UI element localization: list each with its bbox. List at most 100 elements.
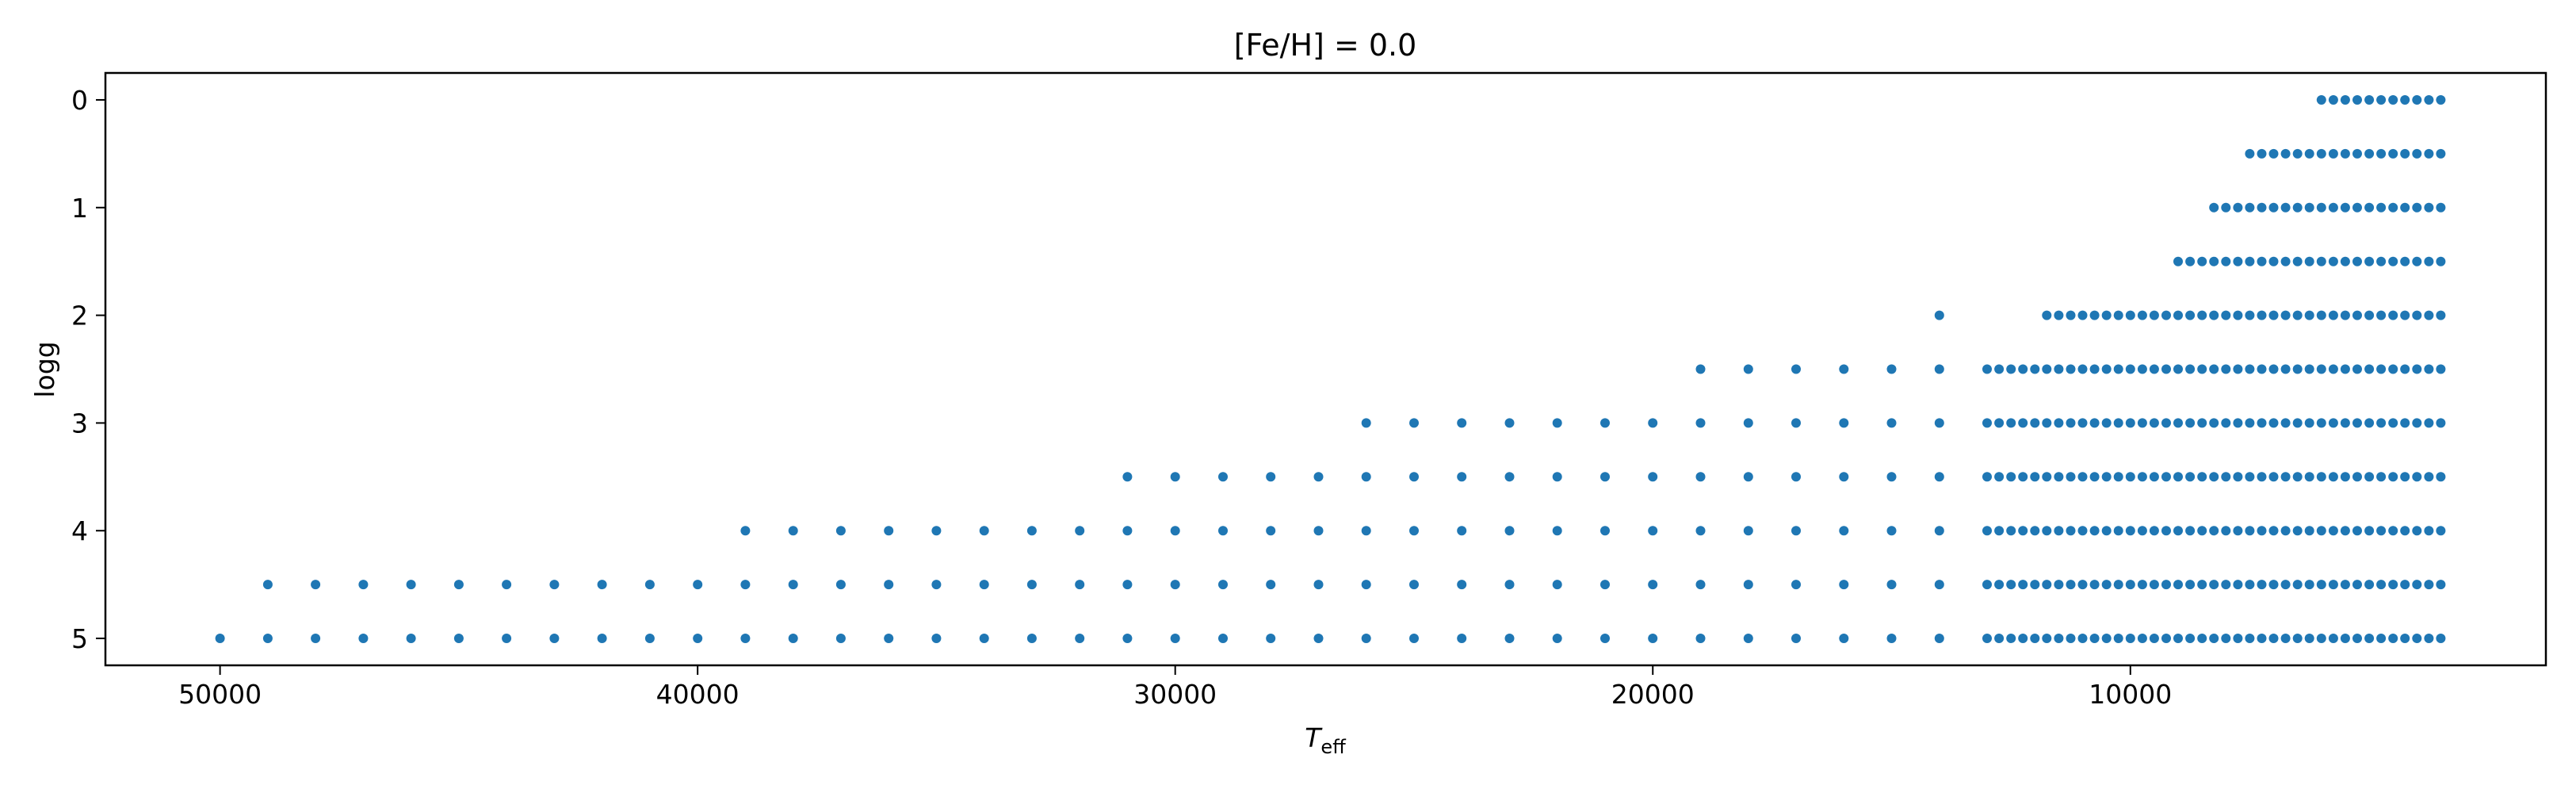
data-point [2412, 472, 2422, 482]
data-point [2388, 526, 2398, 536]
data-point [2376, 580, 2387, 590]
data-point [2149, 526, 2159, 536]
data-point [2101, 634, 2112, 643]
data-point [2113, 310, 2123, 320]
data-point [2054, 580, 2064, 590]
data-point [2280, 418, 2291, 428]
data-point [1504, 472, 1515, 482]
y-tick-label: 5 [71, 623, 88, 654]
data-point [1934, 472, 1944, 482]
data-point [549, 634, 560, 643]
data-point [1600, 526, 1610, 536]
data-point [2245, 580, 2255, 590]
data-point [1122, 526, 1133, 536]
data-point [2137, 418, 2147, 428]
data-point [1218, 634, 1228, 643]
data-point [2137, 364, 2147, 374]
data-point [1266, 580, 1276, 590]
y-tick-label: 2 [71, 301, 88, 331]
data-point [2042, 310, 2052, 320]
data-point [1504, 580, 1515, 590]
data-point [2388, 634, 2398, 643]
data-point [2113, 526, 2123, 536]
data-point [2340, 526, 2350, 536]
data-point [2280, 310, 2291, 320]
data-point [2149, 634, 2159, 643]
data-point [2316, 418, 2326, 428]
data-point [2197, 364, 2207, 374]
plot-frame [104, 71, 2547, 667]
data-point [2376, 364, 2387, 374]
data-point [2173, 526, 2183, 536]
data-point [2006, 472, 2016, 482]
data-point [2352, 148, 2362, 159]
data-point [2340, 472, 2350, 482]
data-point [2257, 472, 2267, 482]
data-point [1743, 364, 1753, 374]
data-point [2412, 256, 2422, 266]
data-point [2412, 364, 2422, 374]
data-point [2125, 418, 2135, 428]
data-point [549, 580, 560, 590]
data-point [2245, 202, 2255, 213]
data-point [2364, 634, 2375, 643]
data-point [2233, 472, 2243, 482]
data-point [2125, 580, 2135, 590]
data-point [2436, 202, 2446, 213]
data-point [2340, 148, 2350, 159]
data-point [2340, 256, 2350, 266]
data-point [2388, 418, 2398, 428]
data-point [1994, 580, 2005, 590]
data-point [1361, 472, 1371, 482]
data-point [406, 580, 416, 590]
x-axis-label: Teff [1305, 722, 1346, 758]
data-point [2328, 634, 2338, 643]
data-point [2221, 202, 2231, 213]
data-point [2352, 418, 2362, 428]
data-point [2197, 256, 2207, 266]
data-point [2018, 580, 2028, 590]
data-point [2221, 580, 2231, 590]
data-point [2030, 580, 2040, 590]
data-point [1266, 526, 1276, 536]
data-point [2268, 526, 2279, 536]
data-point [2077, 472, 2088, 482]
data-point [2077, 634, 2088, 643]
data-point [2006, 580, 2016, 590]
data-point [2173, 256, 2183, 266]
data-point [2185, 634, 2196, 643]
data-point [1600, 580, 1610, 590]
data-point [2376, 418, 2387, 428]
data-point [2328, 95, 2338, 105]
data-point [1122, 580, 1133, 590]
data-point [2173, 418, 2183, 428]
data-point [2030, 634, 2040, 643]
data-point [2006, 634, 2016, 643]
data-point [1994, 472, 2005, 482]
data-point [2400, 95, 2410, 105]
data-point [2257, 148, 2267, 159]
data-point [1361, 418, 1371, 428]
data-point [2018, 472, 2028, 482]
data-point [2328, 526, 2338, 536]
data-point [2352, 580, 2362, 590]
data-point [1075, 580, 1085, 590]
x-axis-label-subscript: eff [1320, 736, 1346, 758]
data-point [2280, 634, 2291, 643]
data-point [2292, 310, 2303, 320]
data-points [215, 95, 2446, 643]
data-point [2161, 634, 2171, 643]
data-point [311, 580, 321, 590]
data-point [2006, 526, 2016, 536]
data-point [1886, 364, 1897, 374]
data-point [2173, 472, 2183, 482]
data-point [2352, 202, 2362, 213]
x-tick-label: 40000 [656, 679, 740, 710]
data-point [1552, 580, 1562, 590]
data-point [2424, 256, 2434, 266]
data-point [1170, 580, 1180, 590]
data-point [2388, 364, 2398, 374]
data-point [2125, 472, 2135, 482]
data-point [1457, 634, 1467, 643]
data-point [2316, 472, 2326, 482]
